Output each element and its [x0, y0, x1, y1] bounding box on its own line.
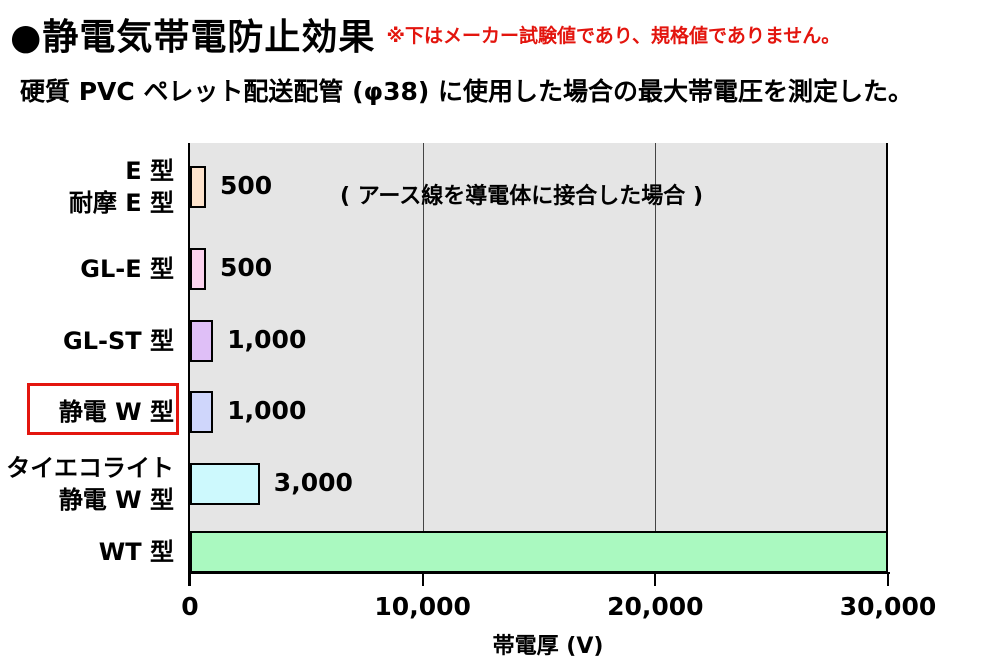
- category-label-line: E 型: [125, 157, 174, 185]
- category-label-line: 耐摩 E 型: [68, 189, 174, 217]
- data-label: 500: [220, 253, 273, 282]
- x-tick-mark: [189, 572, 191, 586]
- bar: [190, 391, 214, 433]
- page-subtitle: 硬質 PVC ペレット配送配管 (φ38) に使用した場合の最大帯電圧を測定した…: [20, 77, 914, 106]
- plot-area: [190, 143, 888, 573]
- x-tick-mark: [654, 572, 657, 586]
- x-axis: [188, 572, 890, 574]
- disclaimer-note: ※下はメーカー試験値であり、規格値でありません。: [386, 24, 841, 47]
- category-label-line: GL-ST 型: [63, 327, 174, 355]
- gridline: [422, 143, 424, 573]
- data-label: 500: [220, 171, 273, 200]
- bar: [190, 531, 888, 573]
- bar: [190, 463, 260, 505]
- highlight-box: [27, 383, 179, 435]
- chart-annotation: ( アース線を導電体に接合した場合 ): [340, 184, 704, 209]
- bar: [190, 166, 206, 208]
- data-label: 1,000: [227, 396, 307, 425]
- category-label: GL-E 型: [80, 253, 174, 285]
- bar: [190, 320, 214, 362]
- x-tick-mark: [887, 572, 889, 586]
- x-tick-label: 10,000: [374, 592, 471, 621]
- y-axis: [188, 143, 190, 586]
- category-label-line: タイエコライト: [6, 454, 174, 482]
- category-label: E 型耐摩 E 型: [69, 155, 174, 219]
- category-label-line: GL-E 型: [80, 255, 174, 283]
- x-tick-label: 30,000: [839, 592, 937, 621]
- category-label-line: 静電 W 型: [58, 486, 174, 514]
- bar: [190, 248, 206, 290]
- x-tick-mark: [421, 572, 424, 586]
- category-label: WT 型: [99, 536, 174, 568]
- category-label: タイエコライト静電 W 型: [6, 452, 174, 516]
- page-title: ●静電気帯電防止効果: [10, 17, 376, 58]
- category-label-line: 静電 W 型: [58, 398, 174, 426]
- x-tick-label: 0: [181, 592, 199, 621]
- data-label: 3,000: [273, 468, 353, 497]
- x-tick-label: 20,000: [607, 592, 704, 621]
- x-axis-label: 帯電厚 (V): [492, 634, 604, 659]
- gridline: [655, 143, 657, 573]
- category-label: GL-ST 型: [63, 325, 174, 357]
- data-label: 1,000: [227, 325, 307, 354]
- title-row: ●静電気帯電防止効果 ※下はメーカー試験値であり、規格値でありません。: [10, 8, 995, 58]
- category-label-line: WT 型: [98, 538, 174, 566]
- category-label: 静電 W 型: [59, 396, 174, 428]
